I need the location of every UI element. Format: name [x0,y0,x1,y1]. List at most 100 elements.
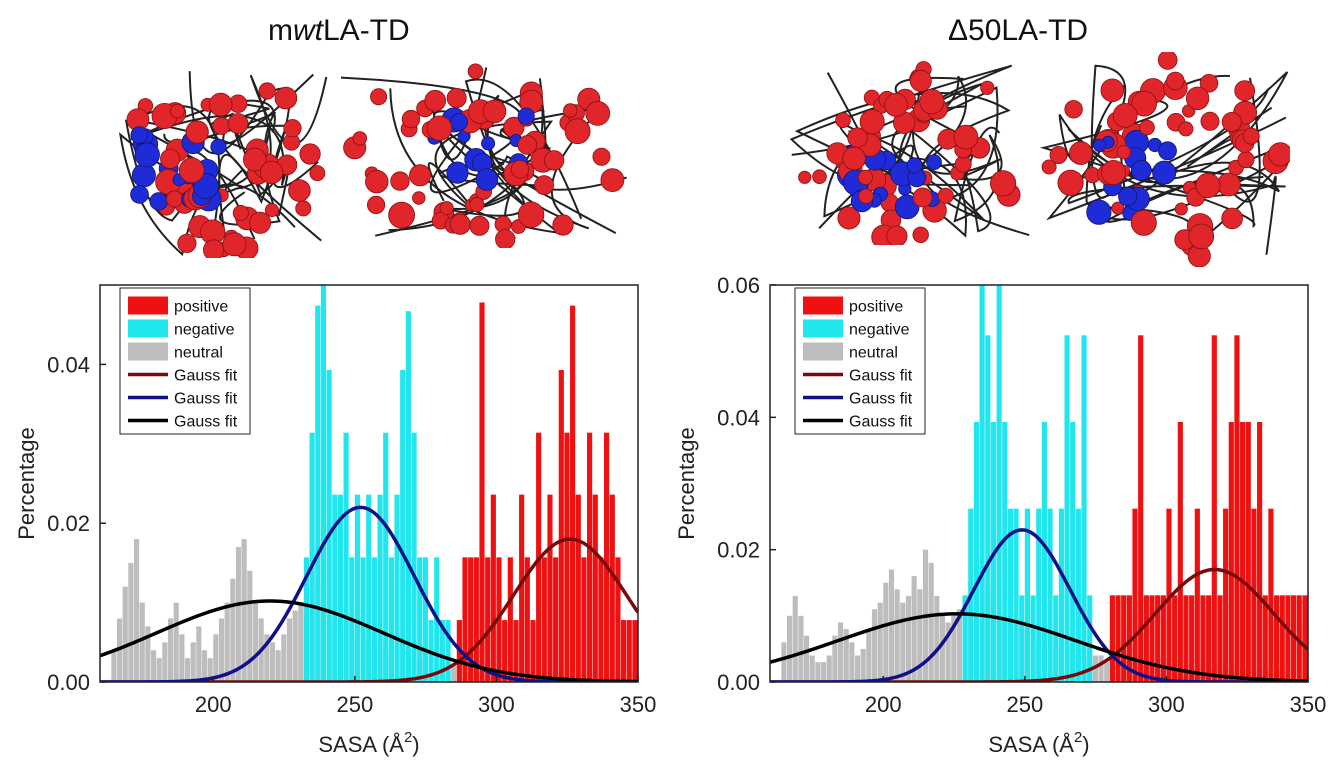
neutral-histogram-bar [809,655,815,682]
positive-residue-surface [937,187,954,204]
protein-structure-image-3 [790,61,1030,245]
panel-title-left-prefix: m [268,14,293,47]
neutral-histogram-bar [1053,648,1059,682]
negative-gauss-fit-line [100,505,638,682]
positive-histogram-bar [1268,508,1274,682]
neutral-histogram-bar [1223,668,1229,682]
neutral-histogram-bar [832,635,838,682]
neutral-histogram-bar [905,595,912,682]
positive-residue-surface [1188,223,1215,250]
neutral-histogram-bar [111,650,117,682]
negative-residue-surface [1152,160,1177,185]
negative-residue-surface [1130,159,1152,181]
y-axis-label: Percentage [674,427,699,540]
neutral-histogram-bar [388,650,394,682]
neutral-histogram-bar [1189,668,1195,682]
positive-histogram-bar [507,557,513,682]
positive-residue-surface [909,69,932,92]
positive-histogram-bar [1240,421,1246,682]
positive-histogram-bar [1279,595,1285,682]
protein-structure-image-1 [119,71,328,258]
positive-histogram-bar [1274,595,1280,682]
neutral-histogram-bar [1081,655,1087,682]
negative-histogram-bar [332,494,338,682]
neutral-histogram-bar [224,602,230,682]
negative-residue-surface [1158,141,1177,161]
neutral-histogram-bar [303,586,310,682]
neutral-histogram-bar [1160,662,1166,682]
negative-residue-surface [475,168,499,191]
neutral-histogram-bar [781,642,787,682]
positive-residue-surface [564,118,591,145]
positive-gauss-fit-line [100,537,638,682]
neutral-histogram-bar [451,666,457,682]
positive-histogram-bar [1291,595,1297,682]
neutral-histogram-bar [1115,662,1121,682]
neutral-histogram-bar [1041,635,1047,682]
positive-histogram-bar [1189,595,1195,682]
negative-histogram-bar [985,335,991,682]
neutral-histogram-bar [1251,668,1257,682]
positive-residue-surface [259,160,284,185]
positive-histogram-bar [1234,335,1240,682]
neutral-histogram-bar [292,610,298,682]
neutral-histogram-bar [162,642,168,682]
positive-histogram-bar [1172,595,1178,682]
neutral-histogram-bar [883,582,889,682]
x-tick-label: 300 [478,692,515,717]
positive-residue-surface [585,101,611,126]
positive-histogram-bar [519,494,525,682]
positive-residue-surface [1195,172,1221,199]
negative-histogram-bar [343,432,349,682]
positive-histogram-bar [456,620,462,682]
positive-residue-surface [299,143,321,165]
y-tick-label: 0.00 [717,670,760,695]
positive-histogram-bar [1223,508,1229,682]
neutral-histogram-bar [383,642,389,682]
neutral-histogram-bar [837,622,844,682]
neutral-histogram-bar [213,634,219,682]
neutral-histogram-bar [252,602,259,682]
positive-histogram-bar [1109,595,1115,682]
positive-residue-surface [859,109,885,135]
negative-histogram-bar [326,369,332,682]
neutral-histogram-bar [269,642,276,682]
neutral-histogram-bar [462,674,468,682]
negative-histogram-bar [371,557,377,682]
positive-residue-surface [1178,121,1194,137]
neutral-histogram-bar [979,576,985,682]
positive-residue-surface [1100,78,1125,103]
positive-residue-surface [412,191,426,205]
neutral-histogram-bar [854,655,861,682]
positive-histogram-bar [1296,595,1302,682]
positive-residue-surface [390,171,410,191]
neutral-histogram-bar [179,634,185,682]
positive-residue-surface [1200,111,1220,131]
neutral-histogram-bar [871,609,878,682]
x-axis-label: SASA (Å2) [318,729,419,757]
negative-histogram-bar [1002,421,1008,682]
neutral-histogram-bar [803,635,810,682]
neutral-histogram-bar [1013,629,1019,682]
neutral-histogram-bar [1194,668,1200,682]
panel-title-left: mwtLA-TD [268,14,410,48]
neutral-histogram-bar [888,569,895,682]
neutral-histogram-bar [1019,622,1025,682]
neutral-histogram-bar [1211,668,1217,682]
panel-title-right: Δ50LA-TD [948,14,1089,47]
negative-residue-surface [517,107,535,125]
positive-histogram-bar [536,432,542,682]
neutral-histogram-bar [849,642,855,682]
neutral-histogram-bar [207,658,213,682]
negative-histogram-bar [315,305,321,682]
negative-histogram-bar [354,494,360,682]
neutral-histogram-bar [900,602,906,682]
legend-entry-label: Gauss fit [174,368,238,385]
neutral-histogram-bar [1206,668,1212,682]
legend-entry-label: Gauss fit [849,391,913,408]
positive-histogram-bar [621,620,627,682]
neutral-histogram-bar [281,634,287,682]
neutral-histogram-bar [866,629,872,682]
neutral-histogram-bar [349,626,355,682]
x-tick-label: 350 [620,692,657,717]
